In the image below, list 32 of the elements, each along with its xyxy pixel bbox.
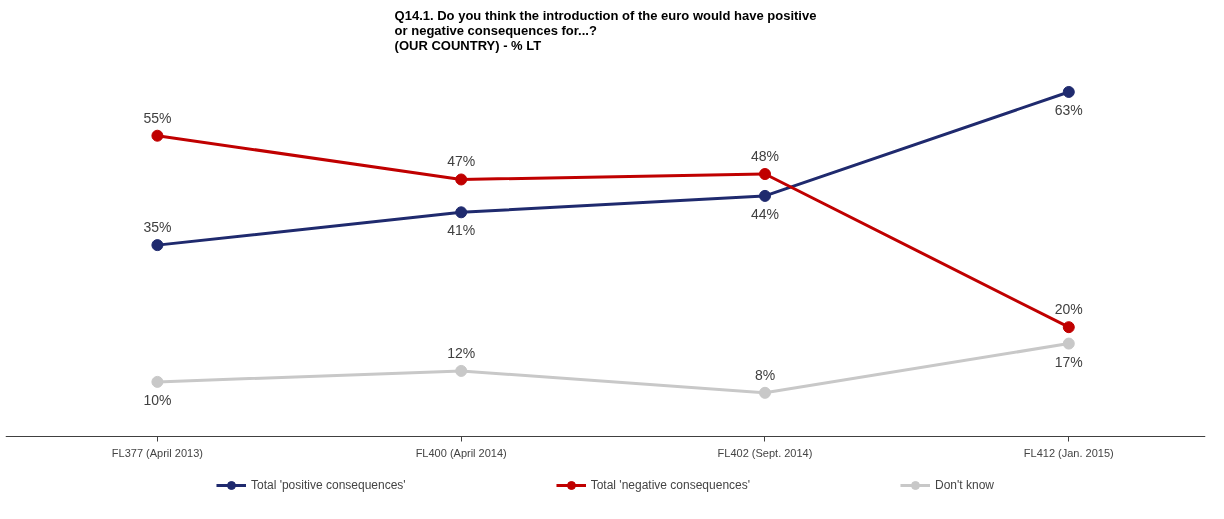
x-tick-label: FL402 (Sept. 2014) [717, 446, 813, 459]
data-label: 10% [143, 391, 172, 408]
chart-title: Q14.1. Do you think the introduction of the euro would have positive or negative consequences for...? (OUR COUNTRY) - % LT [394, 7, 817, 53]
data-label: 63% [1054, 101, 1083, 118]
point [1062, 321, 1075, 334]
point [1062, 337, 1075, 350]
data-label: 35% [143, 219, 172, 236]
legend-label: Don't know [935, 478, 995, 492]
data-label: 17% [1054, 353, 1083, 370]
legend-label: Total 'negative consequences' [590, 478, 751, 492]
point [455, 206, 468, 219]
x-tick-label: FL400 (April 2014) [415, 446, 507, 459]
data-label: 20% [1054, 301, 1083, 318]
point [455, 173, 468, 186]
point [151, 129, 164, 142]
point [758, 386, 771, 399]
x-tick-label: FL377 (April 2013) [111, 446, 203, 459]
data-label: 44% [750, 205, 780, 222]
data-label: 41% [447, 222, 476, 239]
point [455, 364, 468, 377]
data-label: 12% [447, 344, 476, 361]
point [758, 168, 771, 180]
data-label: 8% [754, 366, 776, 383]
data-label: 48% [750, 148, 780, 165]
point [151, 239, 164, 252]
point [1062, 85, 1075, 98]
data-label: 47% [447, 153, 476, 170]
legend-label: Total 'positive consequences' [250, 478, 406, 492]
point [758, 189, 771, 202]
x-tick-label: FL412 (Jan. 2015) [1023, 446, 1114, 459]
point [151, 375, 164, 388]
data-label: 55% [143, 109, 172, 126]
